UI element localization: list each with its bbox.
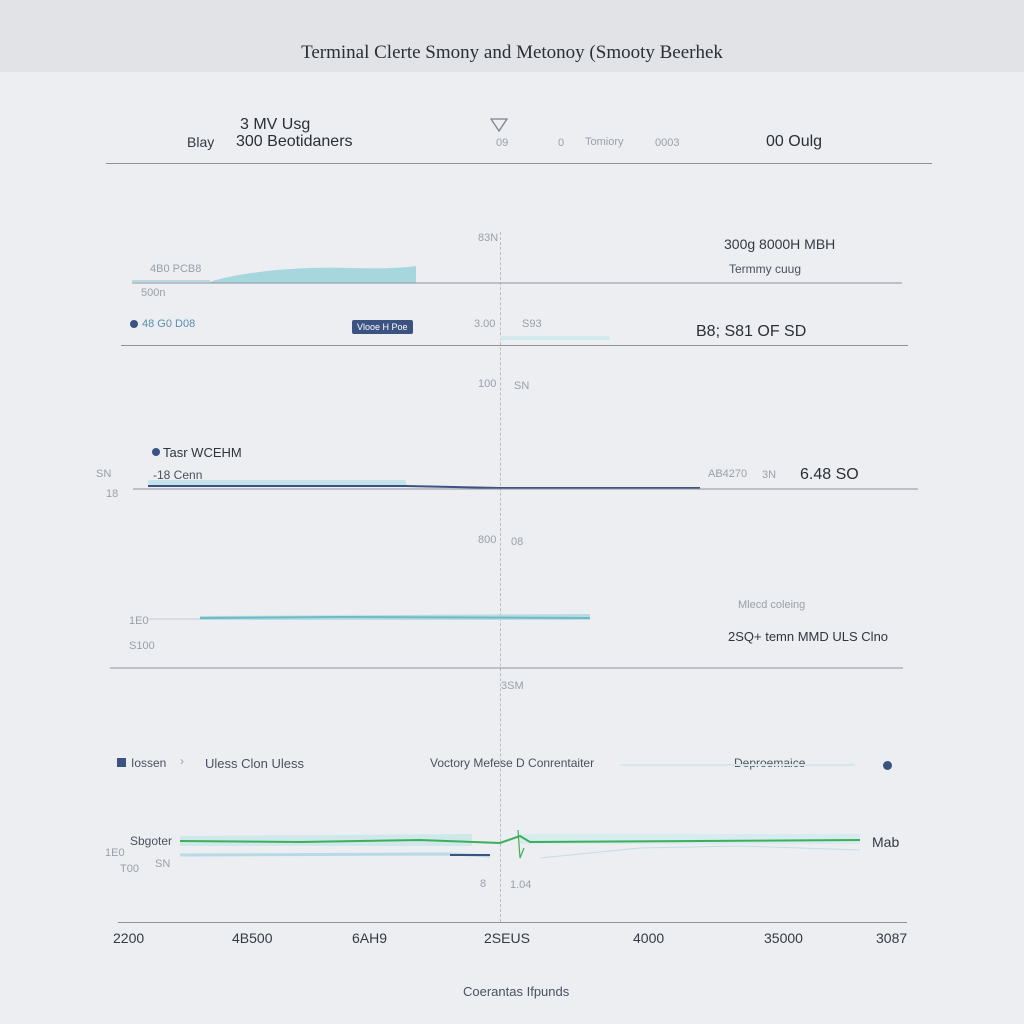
row3-left-b: 18	[106, 488, 119, 500]
row6-right-label: Mab	[872, 834, 900, 850]
row1-area-shape	[210, 266, 416, 283]
filter-marker-icon	[490, 118, 508, 132]
row3-mid-a: 100	[478, 378, 497, 390]
row6-spike	[517, 829, 525, 859]
header-mid-b: 0	[558, 137, 565, 149]
header-mid-d: 0003	[655, 137, 680, 149]
header-center-label: 3 MV Usg	[240, 116, 311, 133]
row6-mid-a: 8	[480, 878, 487, 890]
x-tick-2: 6AH9	[352, 930, 388, 946]
row3-series-line	[148, 485, 700, 489]
row6-blue-series	[179, 852, 491, 858]
row4-right-top: Mlecd coleing	[738, 599, 806, 611]
header-right: 00 Oulg	[766, 133, 823, 150]
header-mid-a: 09	[496, 137, 509, 149]
row4-left-b: S100	[129, 640, 155, 652]
row6-left-b: 1E0	[105, 847, 125, 859]
legend-square-icon	[117, 758, 126, 767]
x-axis-line	[118, 922, 907, 923]
title-bar	[0, 0, 1024, 72]
x-tick-0: 2200	[113, 930, 145, 946]
row1-right-top: 300g 8000H MBH	[724, 236, 836, 252]
row1-left-b: 500n	[141, 287, 166, 299]
row4-mid-a: 800	[478, 534, 497, 546]
row6-left-d: SN	[155, 858, 171, 870]
legend-chevron-icon: ›	[180, 754, 184, 768]
row3-right-main: 6.48 SO	[800, 466, 859, 483]
legend-item-b: Uless Clon Uless	[205, 756, 304, 771]
x-tick-6: 3087	[876, 930, 908, 946]
row3-mid-b: SN	[514, 380, 530, 392]
chart-title: Terminal Clerte Smony and Metonoy (Smoot…	[301, 42, 723, 63]
row6-band	[180, 834, 472, 846]
center-guide-line	[500, 232, 502, 922]
row1-right-bottom: Termmy cuug	[729, 262, 802, 276]
row3-dot-label: Tasr WCEHM	[163, 445, 242, 460]
x-tick-4: 4000	[633, 930, 665, 946]
row2-mid-a: 3.00	[474, 318, 496, 330]
row3-left-a: SN	[96, 468, 112, 480]
row2-tag: Vlooe H Poe	[352, 320, 413, 334]
legend-center: Voctory Mefese D Conrentaiter	[430, 756, 595, 770]
row6-mid-b: 1.04	[510, 879, 532, 891]
row2-dot	[130, 320, 138, 328]
row6-left-c: T00	[120, 863, 139, 875]
x-tick-1: 4B500	[232, 930, 273, 946]
row3-band	[148, 480, 406, 486]
x-tick-5: 35000	[764, 930, 803, 946]
row3-left-c: -18 Cenn	[153, 468, 203, 482]
legend-right-dot	[883, 761, 892, 770]
row6-green-series	[179, 834, 861, 845]
row2-band	[500, 336, 610, 340]
header-divider	[106, 163, 932, 164]
header-left-small: Blay	[187, 134, 215, 150]
legend-item-a: Iossen	[131, 756, 167, 770]
header-mid-c: Tomiory	[585, 136, 624, 148]
row3-right-a: AB4270	[708, 468, 748, 480]
header-left-main: 300 Beotidaners	[236, 133, 353, 150]
row4-below-label: 3SM	[501, 680, 524, 692]
x-axis-label: Coerantas Ifpunds	[463, 984, 570, 999]
row6-left-a: Sbgoter	[130, 834, 173, 848]
row4-series-line	[199, 615, 591, 619]
row4-left-a: 1E0	[129, 615, 149, 627]
row3-dot	[152, 448, 160, 456]
row2-mid-b: S93	[522, 318, 542, 330]
row1-center-tick: 83N	[478, 232, 499, 244]
row2-dot-label: 48 G0 D08	[142, 318, 196, 330]
row2-right: B8; S81 OF SD	[696, 323, 807, 340]
row1-left-a: 4B0 PCB8	[150, 263, 202, 275]
row2-divider	[121, 345, 908, 346]
row4-right-main: 2SQ+ temn MMD ULS Clno	[728, 629, 889, 644]
row6-faint-series	[539, 845, 861, 859]
row3-right-b: 3N	[762, 469, 777, 481]
x-tick-3: 2SEUS	[484, 930, 530, 946]
legend-right: Deproemaice	[734, 756, 806, 770]
legend-strip-line	[620, 764, 855, 766]
row4-mid-b: 08	[511, 536, 524, 548]
